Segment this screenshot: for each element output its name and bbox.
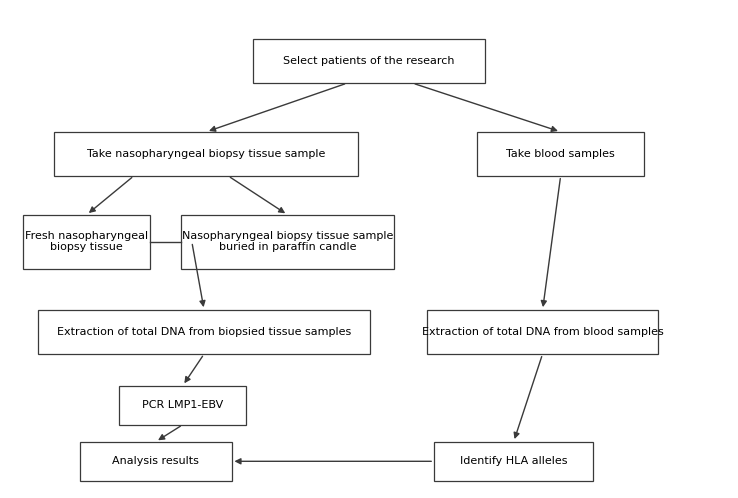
Text: Extraction of total DNA from blood samples: Extraction of total DNA from blood sampl… [421,327,663,337]
FancyBboxPatch shape [38,310,370,354]
Text: Identify HLA alleles: Identify HLA alleles [460,456,568,466]
FancyBboxPatch shape [181,215,394,268]
Text: Select patients of the research: Select patients of the research [283,56,455,66]
Text: Take nasopharyngeal biopsy tissue sample: Take nasopharyngeal biopsy tissue sample [87,149,325,159]
FancyBboxPatch shape [80,442,232,481]
FancyBboxPatch shape [55,132,358,176]
Text: PCR LMP1-EBV: PCR LMP1-EBV [142,400,224,410]
FancyBboxPatch shape [24,215,150,268]
FancyBboxPatch shape [477,132,644,176]
FancyBboxPatch shape [120,385,246,425]
Text: Take blood samples: Take blood samples [506,149,615,159]
FancyBboxPatch shape [434,442,593,481]
Text: Nasopharyngeal biopsy tissue sample
buried in paraffin candle: Nasopharyngeal biopsy tissue sample buri… [182,231,393,252]
Text: Extraction of total DNA from biopsied tissue samples: Extraction of total DNA from biopsied ti… [57,327,351,337]
Text: Fresh nasopharyngeal
biopsy tissue: Fresh nasopharyngeal biopsy tissue [25,231,148,252]
FancyBboxPatch shape [253,39,485,83]
Text: Analysis results: Analysis results [112,456,199,466]
FancyBboxPatch shape [427,310,658,354]
